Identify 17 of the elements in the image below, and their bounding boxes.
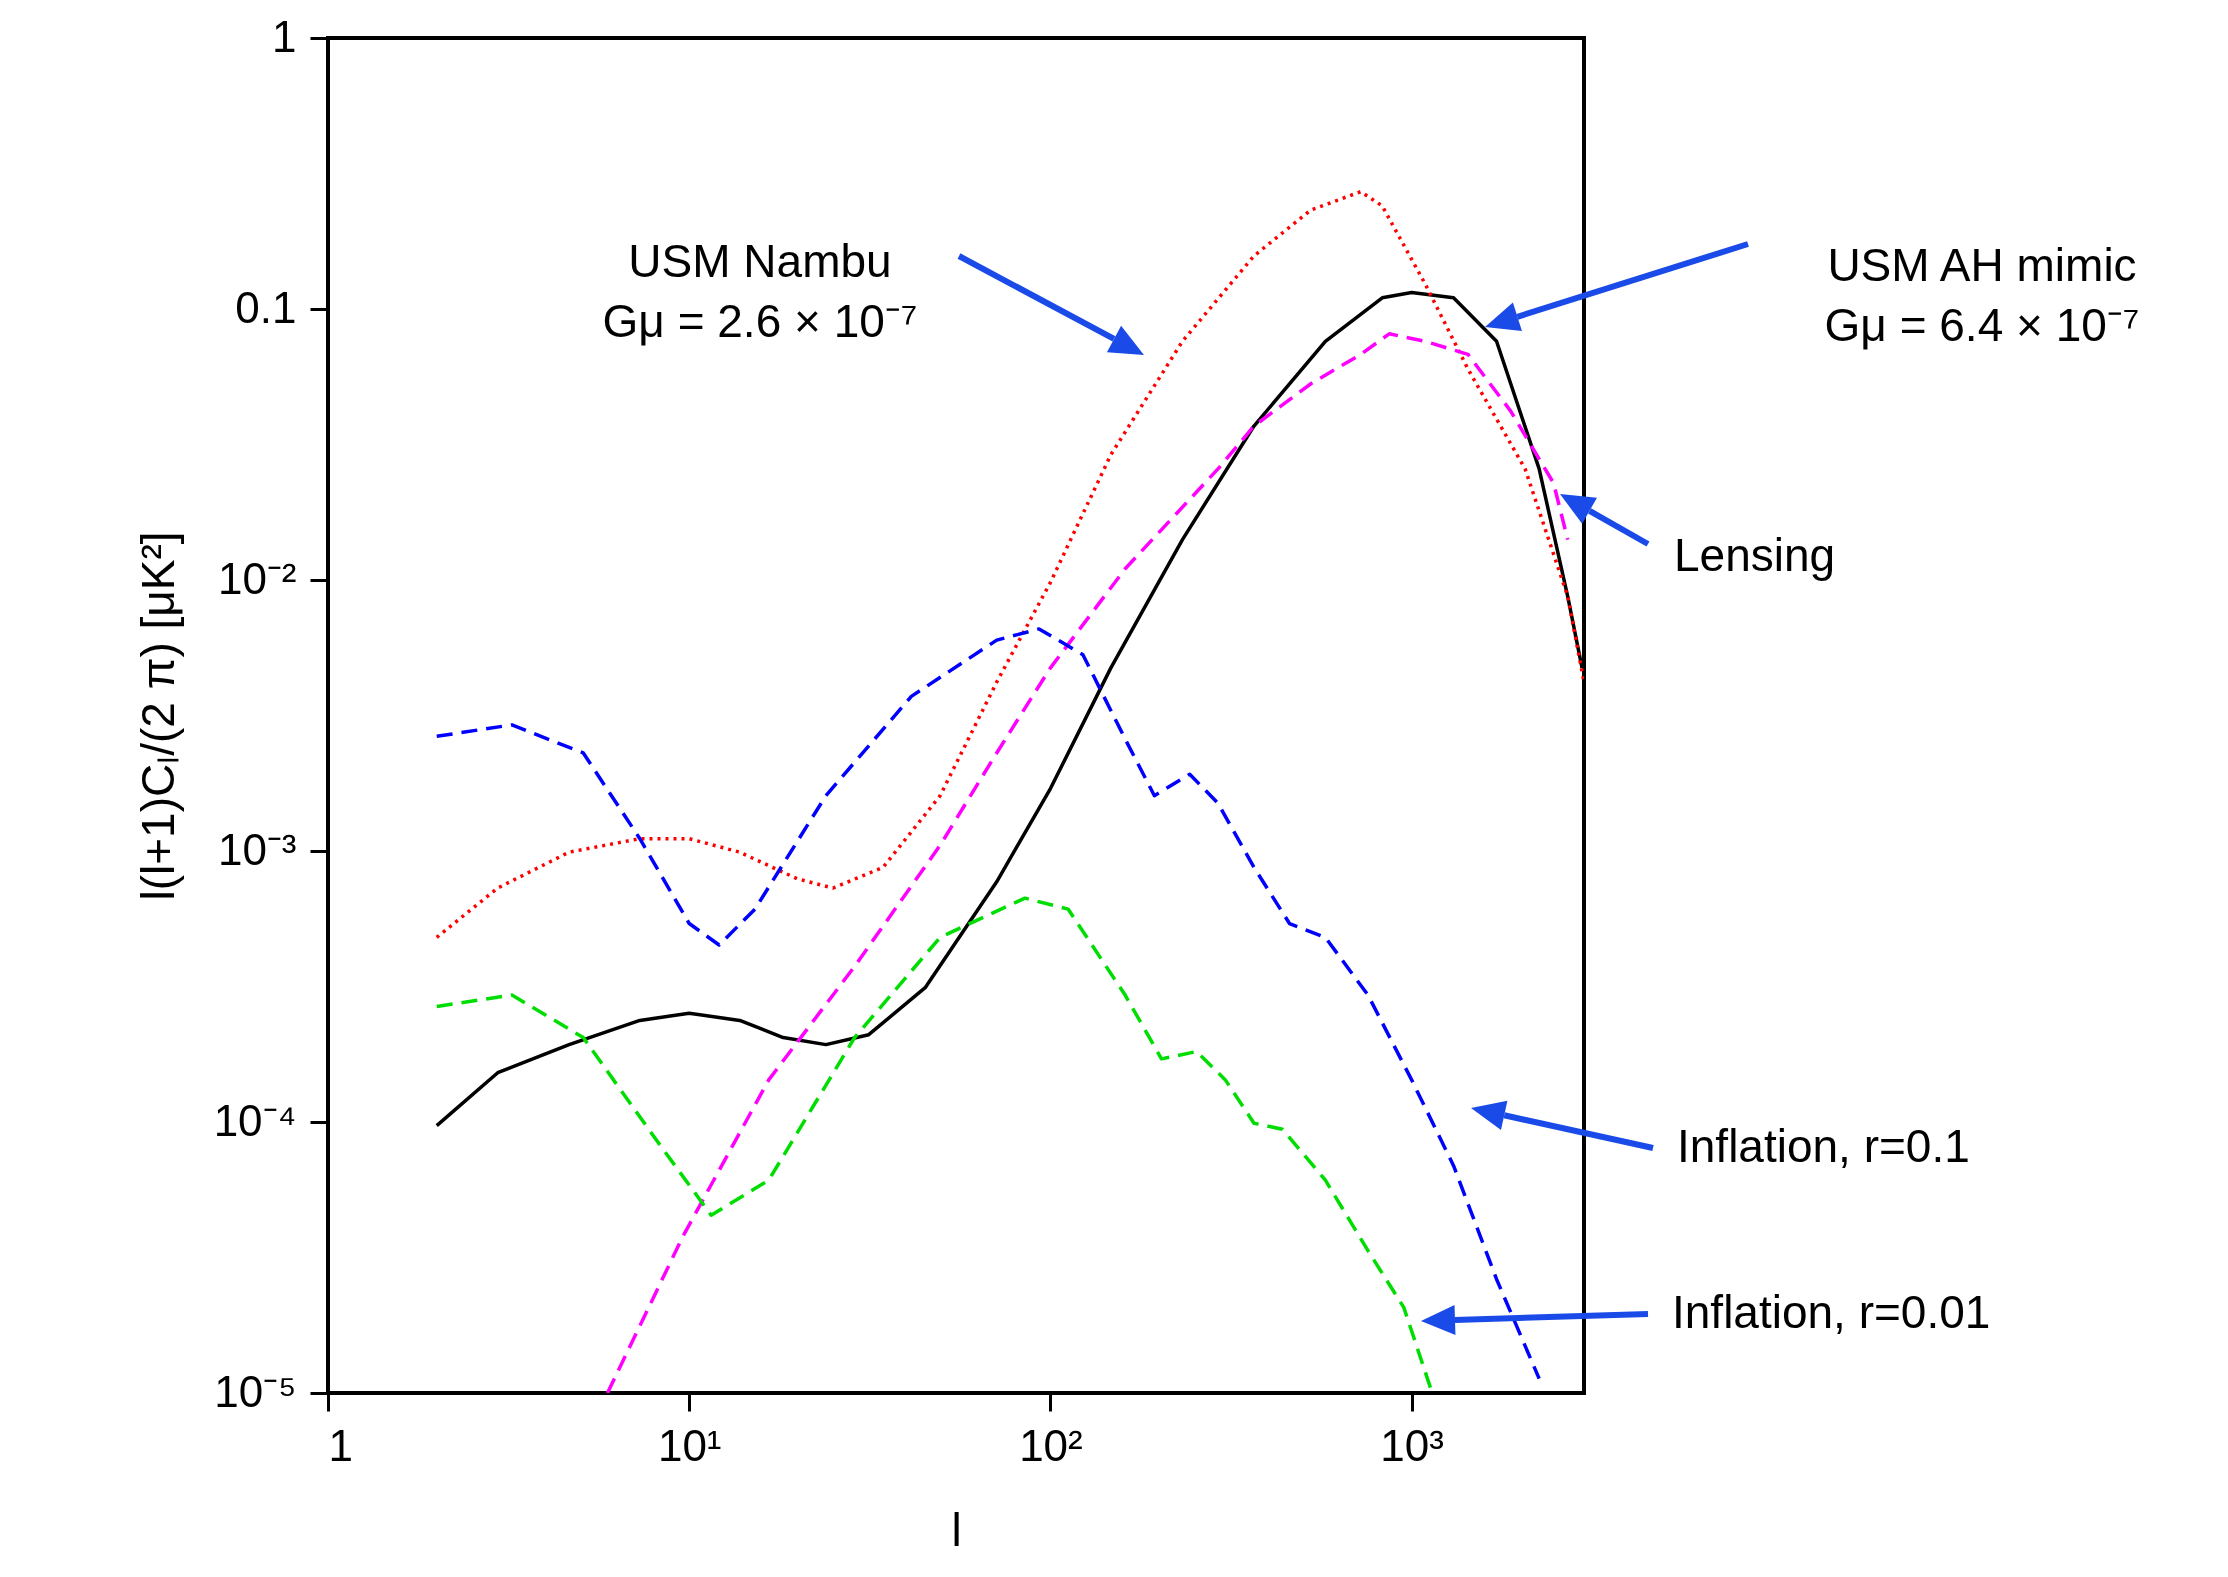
text: USM AH mimic Gμ = 6.4 × 10⁻⁷ bbox=[1824, 239, 2140, 351]
x-tick-label: 10¹ bbox=[657, 1420, 722, 1470]
text: Lensing bbox=[1674, 529, 1836, 581]
x-tick-label: 10² bbox=[1019, 1420, 1083, 1470]
y-tick-label: 10⁻⁵ bbox=[214, 1366, 297, 1416]
y-tick-label: 1 bbox=[272, 11, 297, 61]
annotation: USM Nambu Gμ = 2.6 × 10⁻⁷ bbox=[602, 235, 918, 347]
y-tick-label: 0.1 bbox=[235, 282, 297, 332]
y-tick-label: 10⁻³ bbox=[217, 824, 297, 874]
x-axis-title: l bbox=[951, 1503, 962, 1556]
y-tick-label: 10⁻² bbox=[217, 553, 297, 603]
x-tick-label: 10³ bbox=[1380, 1420, 1444, 1470]
x-tick-label: 1 bbox=[328, 1420, 353, 1470]
y-tick-label: 10⁻⁴ bbox=[213, 1095, 297, 1145]
text: Inflation, r=0.01 bbox=[1672, 1286, 1991, 1338]
y-axis-title: l(l+1)Cₗ/(2 π) [μK²] bbox=[131, 531, 184, 901]
text: Inflation, r=0.1 bbox=[1677, 1120, 1970, 1172]
